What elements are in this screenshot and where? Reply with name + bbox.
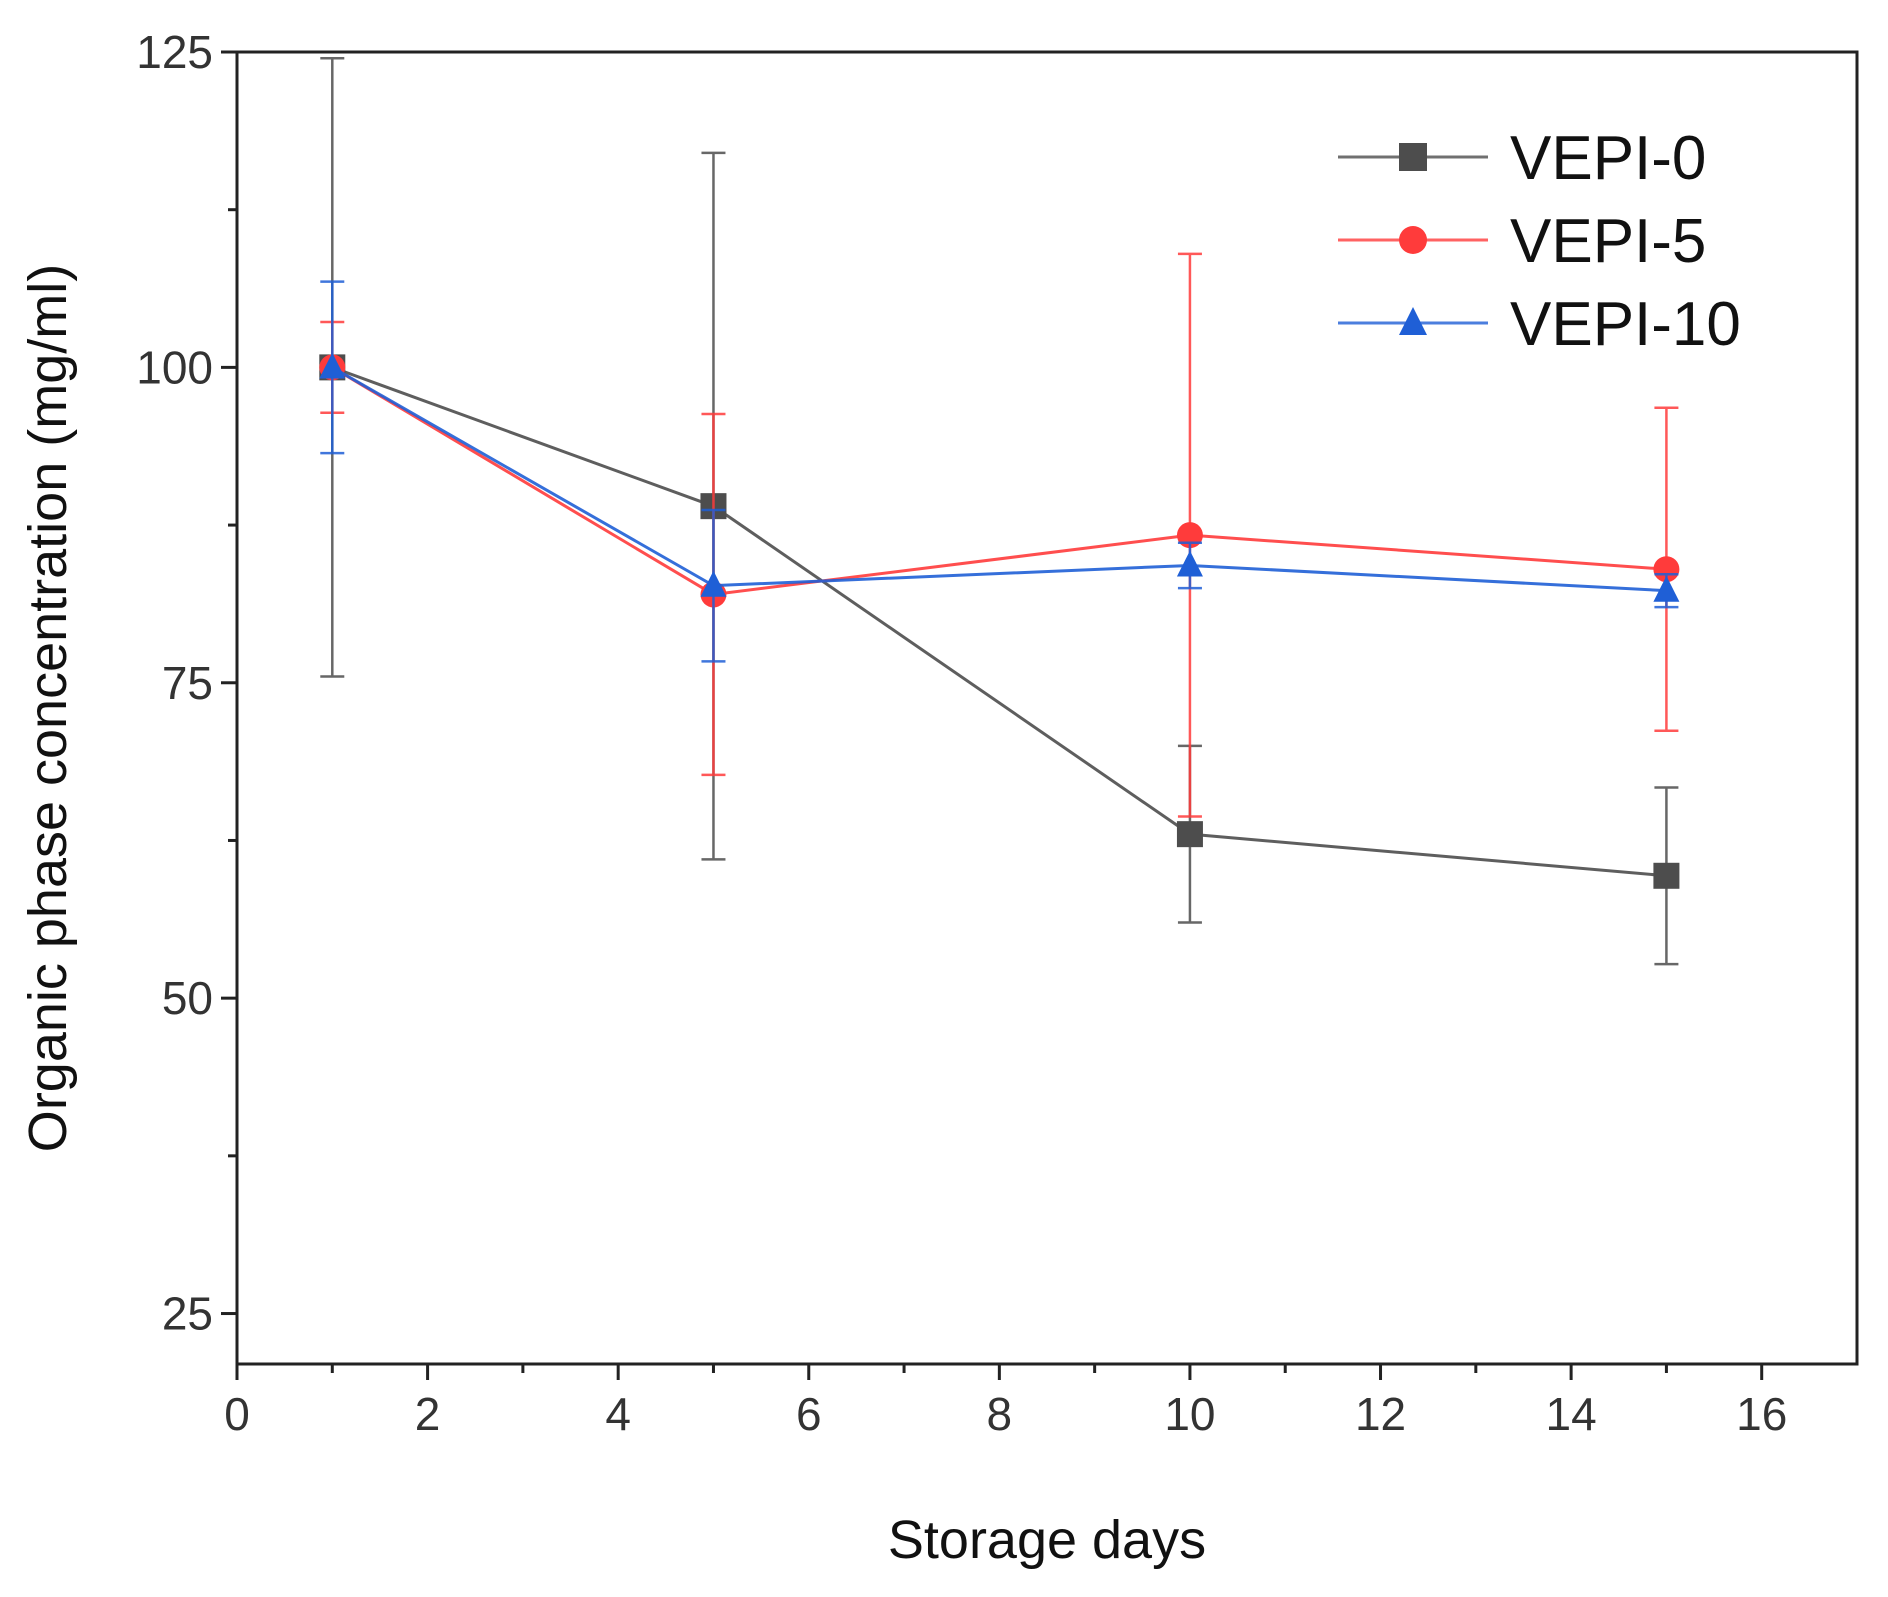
legend-item-VEPI-10: VEPI-10: [1338, 290, 1741, 359]
y-tick-label-25: 25: [162, 1288, 213, 1340]
series-line-VEPI-10: [331, 366, 1667, 593]
data-point-VEPI-10-1: [319, 352, 346, 379]
series-VEPI-0: [319, 57, 1680, 966]
legend: VEPI-0 VEPI-5 VEPI-10: [1338, 124, 1741, 359]
plot-area-frame: [235, 50, 1859, 1366]
y-axis-title: Organic phase concentration (mg/ml): [18, 264, 78, 1152]
legend-swatch-marker: [1399, 307, 1427, 335]
x-tick-label-12: 12: [1355, 1388, 1406, 1440]
legend-label: VEPI-5: [1510, 207, 1706, 276]
y-tick-label-75: 75: [162, 657, 213, 709]
data-point-VEPI-5-15: [1653, 556, 1680, 583]
x-tick-label-14: 14: [1546, 1388, 1597, 1440]
x-axis: 0 2 4 6 8 10 12 14 16: [224, 1364, 1787, 1440]
y-tick-label-100: 100: [136, 341, 213, 393]
series-layer: [319, 57, 1680, 966]
x-tick-label-6: 6: [796, 1388, 822, 1440]
x-tick-label-16: 16: [1736, 1388, 1787, 1440]
x-tick-label-0: 0: [224, 1388, 250, 1440]
legend-item-VEPI-5: VEPI-5: [1338, 207, 1706, 276]
data-point-VEPI-10-15: [1653, 575, 1680, 602]
x-axis-title: Storage days: [888, 1510, 1206, 1570]
data-point-VEPI-10-5: [700, 570, 727, 597]
y-tick-label-50: 50: [162, 972, 213, 1024]
x-tick-label-4: 4: [605, 1388, 631, 1440]
series-VEPI-10: [319, 280, 1680, 663]
legend-swatch-marker: [1399, 226, 1427, 254]
data-point-VEPI-0-10: [1176, 821, 1203, 848]
legend-label: VEPI-10: [1510, 290, 1741, 359]
legend-swatch-marker: [1399, 143, 1427, 171]
series-VEPI-5: [319, 252, 1680, 818]
x-tick-label-8: 8: [987, 1388, 1013, 1440]
data-point-VEPI-10-10: [1176, 550, 1203, 577]
x-tick-label-10: 10: [1164, 1388, 1215, 1440]
x-tick-label-2: 2: [415, 1388, 441, 1440]
legend-label: VEPI-0: [1510, 124, 1706, 193]
series-line-VEPI-5: [331, 366, 1667, 597]
y-axis: 25 50 75 100 125: [136, 26, 237, 1340]
series-line-VEPI-0: [331, 365, 1667, 878]
data-point-VEPI-0-15: [1653, 862, 1680, 889]
legend-item-VEPI-0: VEPI-0: [1338, 124, 1706, 193]
y-tick-label-125: 125: [136, 26, 213, 78]
